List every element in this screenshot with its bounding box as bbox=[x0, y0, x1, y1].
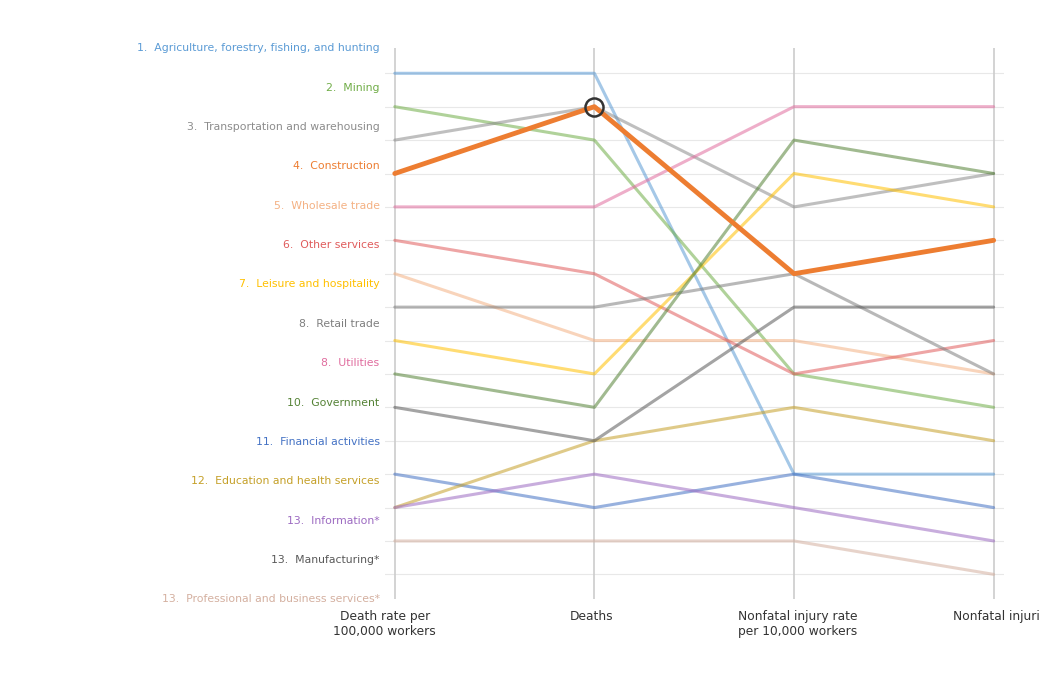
Text: 2.  Mining: 2. Mining bbox=[327, 83, 380, 92]
Text: 13.  Professional and business services*: 13. Professional and business services* bbox=[161, 595, 380, 604]
Text: 13.  Information*: 13. Information* bbox=[287, 515, 380, 526]
Text: 10.  Government: 10. Government bbox=[287, 398, 380, 408]
Text: 12.  Education and health services: 12. Education and health services bbox=[191, 476, 380, 486]
Text: injuryfacts.nsc.org: injuryfacts.nsc.org bbox=[26, 646, 135, 659]
Text: Deaths: Deaths bbox=[569, 610, 613, 623]
Text: 6.  Other services: 6. Other services bbox=[283, 240, 380, 250]
Text: 3.  Transportation and warehousing: 3. Transportation and warehousing bbox=[187, 122, 380, 132]
Text: Nonfatal injuries: Nonfatal injuries bbox=[954, 610, 1040, 623]
Text: Nonfatal injury rate
per 10,000 workers: Nonfatal injury rate per 10,000 workers bbox=[737, 610, 857, 638]
Text: 7.  Leisure and hospitality: 7. Leisure and hospitality bbox=[239, 280, 380, 289]
Text: ❙❙nsc.: ❙❙nsc. bbox=[889, 635, 1019, 668]
Text: Death rate per
100,000 workers: Death rate per 100,000 workers bbox=[334, 610, 436, 638]
Text: © 2021 National Safety Council. All rights reserved.: © 2021 National Safety Council. All righ… bbox=[387, 646, 695, 659]
Text: 13.  Manufacturing*: 13. Manufacturing* bbox=[271, 555, 380, 565]
Text: 8.  Retail trade: 8. Retail trade bbox=[298, 319, 380, 329]
Text: 8.  Utilities: 8. Utilities bbox=[321, 358, 380, 368]
Text: 4.  Construction: 4. Construction bbox=[293, 161, 380, 172]
Text: 1.  Agriculture, forestry, fishing, and hunting: 1. Agriculture, forestry, fishing, and h… bbox=[137, 43, 380, 53]
Text: 5.  Wholesale trade: 5. Wholesale trade bbox=[274, 200, 380, 211]
Text: 11.  Financial activities: 11. Financial activities bbox=[256, 437, 380, 447]
